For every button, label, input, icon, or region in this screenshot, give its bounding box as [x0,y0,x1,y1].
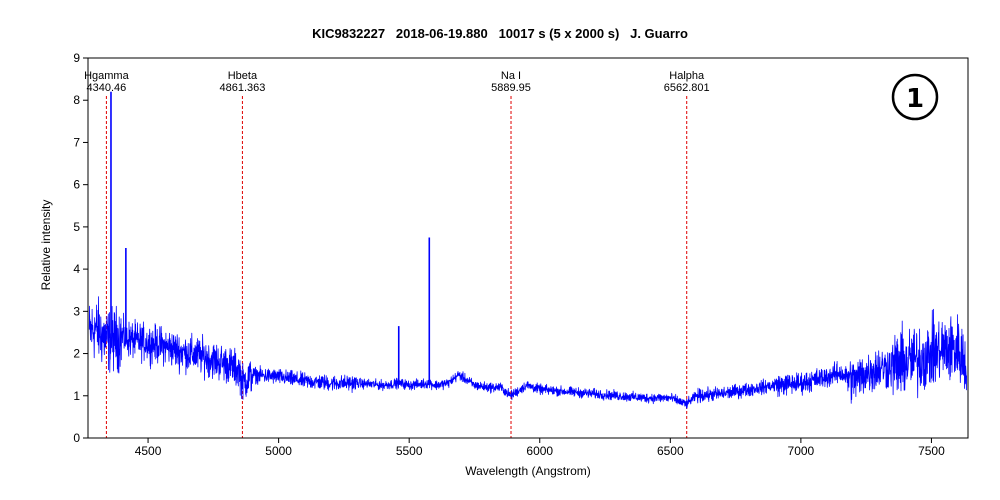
reference-line-wavelength: 6562.801 [664,82,710,94]
x-tick-label: 6000 [526,444,553,458]
y-tick-label: 5 [73,220,80,234]
reference-line-name: Halpha [669,70,705,82]
y-axis-label: Relative intensity [39,200,53,291]
y-axis-ticks: 0 1 2 3 4 5 6 7 8 9 [73,51,88,445]
reference-line-name: Hbeta [228,70,258,82]
x-tick-label: 6500 [657,444,684,458]
y-tick-label: 7 [73,135,80,149]
x-tick-label: 7000 [788,444,815,458]
reference-line-name: Hgamma [84,70,130,82]
y-tick-label: 3 [73,304,80,318]
x-tick-label: 5000 [265,444,292,458]
x-tick-label: 4500 [135,444,162,458]
reference-line-wavelength: 5889.95 [491,82,531,94]
plot-frame [87,57,969,439]
reference-line-wavelength: 4340.46 [87,82,127,94]
y-tick-label: 8 [73,93,80,107]
y-tick-label: 2 [73,347,80,361]
badge-circle [891,73,939,121]
reference-line-wavelength: 4861.363 [219,82,265,94]
y-tick-label: 1 [73,389,80,403]
badge-number: 1 [906,84,924,114]
x-axis-label: Wavelength (Angstrom) [465,464,591,478]
chart-title: KIC9832227 2018-06-19.880 10017 s (5 x 2… [312,26,688,41]
y-tick-label: 4 [73,262,80,276]
x-tick-label: 7500 [918,444,945,458]
x-tick-label: 5500 [396,444,423,458]
y-tick-label: 0 [73,431,80,445]
spectrum-number-badge: 1 [891,73,939,121]
y-tick-label: 9 [73,51,80,65]
y-tick-label: 6 [73,178,80,192]
x-axis-ticks: 4500 5000 5500 6000 6500 7000 7500 [135,438,945,458]
reference-line-name: Na I [501,70,521,82]
spectrum-series [88,91,967,409]
spectrum-line [88,296,967,409]
